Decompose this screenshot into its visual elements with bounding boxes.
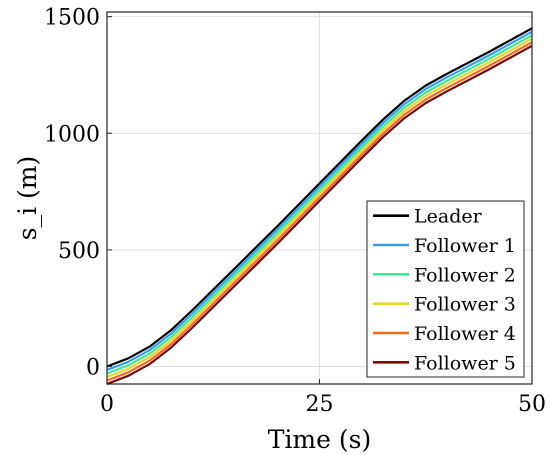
plot-lines [106,27,533,386]
series-line-2 [106,34,533,375]
x-tick-label: 25 [306,392,334,417]
legend-label-0: Leader [414,206,483,228]
legend-label-4: Follower 4 [414,323,516,345]
y-tick-label: 1500 [44,6,100,31]
legend-label-1: Follower 1 [414,235,516,257]
legend-label-3: Follower 3 [414,294,516,316]
y-tick-label: 1000 [44,122,100,147]
series-line-3 [106,37,533,379]
x-tick-label: 50 [518,392,546,417]
x-axis-label: Time (s) [268,425,371,454]
series-line-0 [106,27,533,368]
legend-box [366,200,525,378]
y-axis-label: s_i (m) [13,156,42,241]
legend: Leader Follower 1 Follower 2 Follower 3 Foll… [366,200,525,378]
series-line-5 [106,44,533,386]
legend-label-5: Follower 5 [414,352,516,374]
axis-labels: Time (s) s_i (m) [13,156,371,454]
y-tick-label: 0 [86,356,100,381]
x-tick-label: 0 [100,392,114,417]
legend-label-2: Follower 2 [414,264,516,286]
series-line-4 [106,41,533,382]
series-line-1 [106,30,533,372]
y-tick-label: 500 [58,239,100,264]
